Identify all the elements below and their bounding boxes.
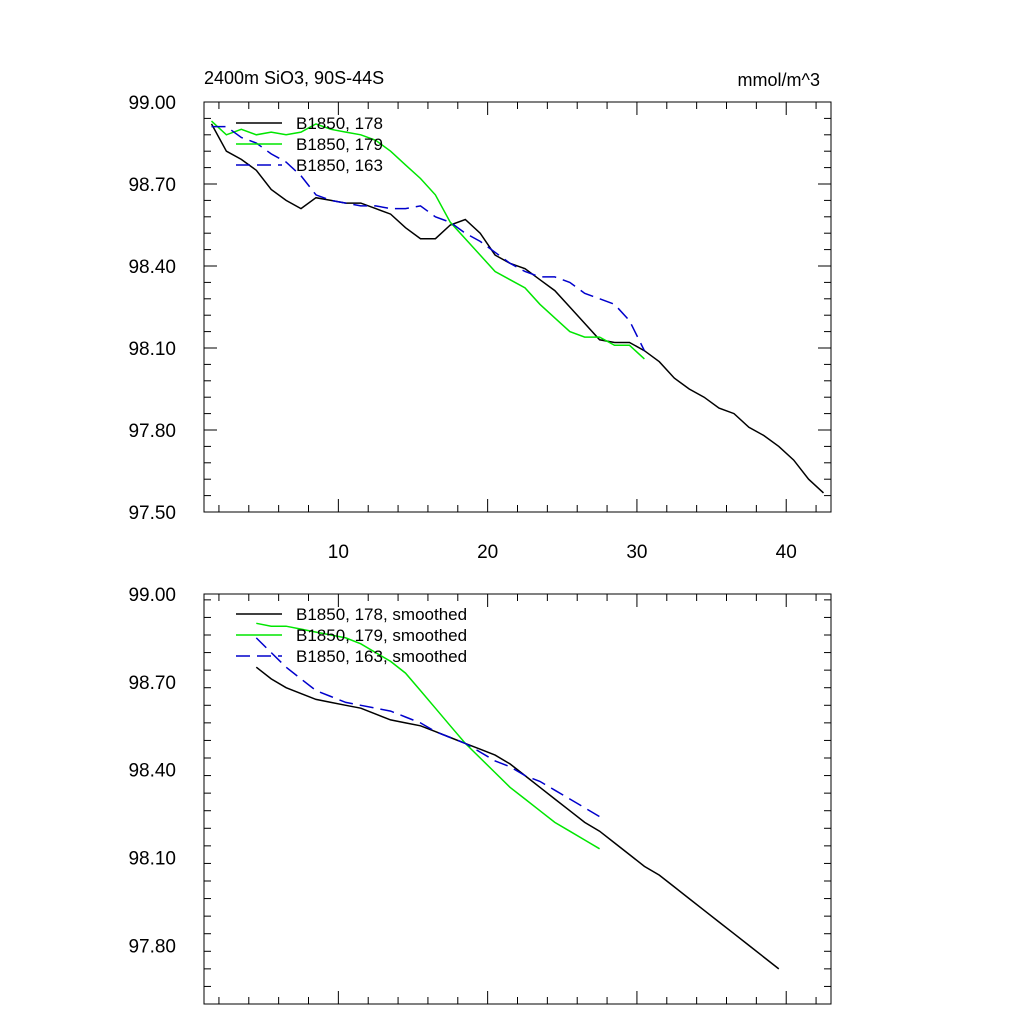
y-tick-label: 97.50 — [128, 503, 176, 524]
units-label: mmol/m^3 — [738, 70, 820, 90]
series-line-179 — [256, 622, 600, 850]
x-tick-label: 40 — [776, 542, 797, 563]
legend-label: B1850, 178 — [296, 114, 383, 133]
legend-label: B1850, 163, smoothed — [296, 647, 467, 666]
y-tick-label: 98.70 — [128, 175, 176, 196]
y-tick-label: 98.10 — [128, 339, 176, 360]
y-tick-label: 98.40 — [128, 761, 176, 782]
series-line-178 — [210, 123, 825, 494]
series-line-178 — [255, 666, 780, 970]
x-tick-label: 20 — [477, 542, 498, 563]
legend-label: B1850, 178, smoothed — [296, 605, 467, 624]
y-tick-label: 98.70 — [128, 673, 176, 694]
series-line-179 — [210, 120, 645, 360]
series-line-163 — [211, 125, 646, 352]
x-tick-label: 10 — [328, 542, 349, 563]
y-tick-label: 98.40 — [128, 257, 176, 278]
y-tick-label: 99.00 — [128, 93, 176, 114]
y-tick-label: 98.10 — [128, 849, 176, 870]
top-panel: 10 20 30 40 99.00 98.70 98.40 98.10 97.80 97.50 B1… — [128, 93, 832, 563]
y-tick-label: 99.00 — [128, 585, 176, 606]
chart-title: 2400m SiO3, 90S-44S — [204, 68, 384, 88]
y-tick-label: 97.80 — [128, 936, 176, 957]
series-line-163 — [255, 637, 600, 818]
legend-label: B1850, 163 — [296, 156, 383, 175]
legend-label: B1850, 179 — [296, 135, 383, 154]
y-tick-label: 97.80 — [128, 421, 176, 442]
bottom-panel: 99.00 98.70 98.40 98.10 97.80 B1850, 178, smo… — [128, 585, 832, 1005]
legend-label: B1850, 179, smoothed — [296, 626, 467, 645]
x-tick-label: 30 — [626, 542, 647, 563]
